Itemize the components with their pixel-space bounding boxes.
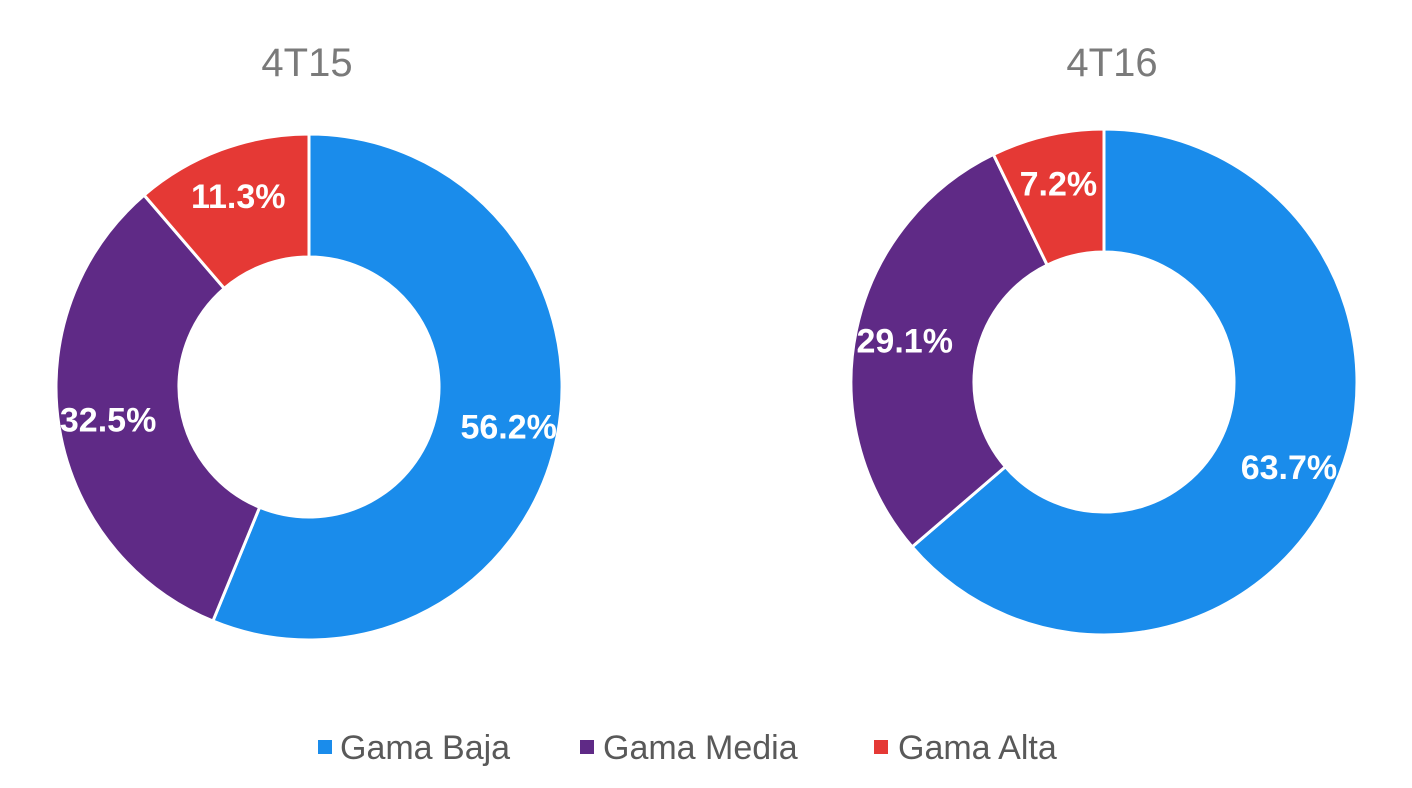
slice-gama-media [54,193,262,623]
legend-item-gama-media: Gama Media [580,729,798,767]
legend-label: Gama Alta [898,729,1057,767]
legend: Gama Baja Gama Media Gama Alta [318,729,1057,767]
slice-gama-alta [991,127,1106,267]
legend-item-gama-alta: Gama Alta [874,729,1057,767]
slice-gama-media [849,152,1049,549]
chart-title: 4T16 [1066,41,1157,85]
data-label-gama-baja: 63.7% [1241,449,1337,487]
legend-swatch [874,740,888,754]
data-label-gama-media: 29.1% [857,323,953,361]
donut-chart-4t16: 4T16 63.7% 29.1% 7.2% [849,41,1359,637]
chart-title: 4T15 [261,41,352,85]
data-label-gama-media: 32.5% [60,401,156,439]
legend-swatch [318,740,332,754]
legend-swatch [580,740,594,754]
donut-chart-4t15: 4T15 56.2% 32.5% 11.3% [54,41,564,642]
slice-gama-baja [211,132,564,642]
legend-item-gama-baja: Gama Baja [318,729,510,767]
data-label-gama-baja: 56.2% [460,408,556,446]
data-label-gama-alta: 11.3% [191,178,286,216]
data-label-gama-alta: 7.2% [1020,166,1098,204]
legend-label: Gama Media [603,729,798,767]
slice-gama-alta [142,132,311,290]
slice-gama-baja [910,127,1359,637]
legend-label: Gama Baja [340,729,510,767]
